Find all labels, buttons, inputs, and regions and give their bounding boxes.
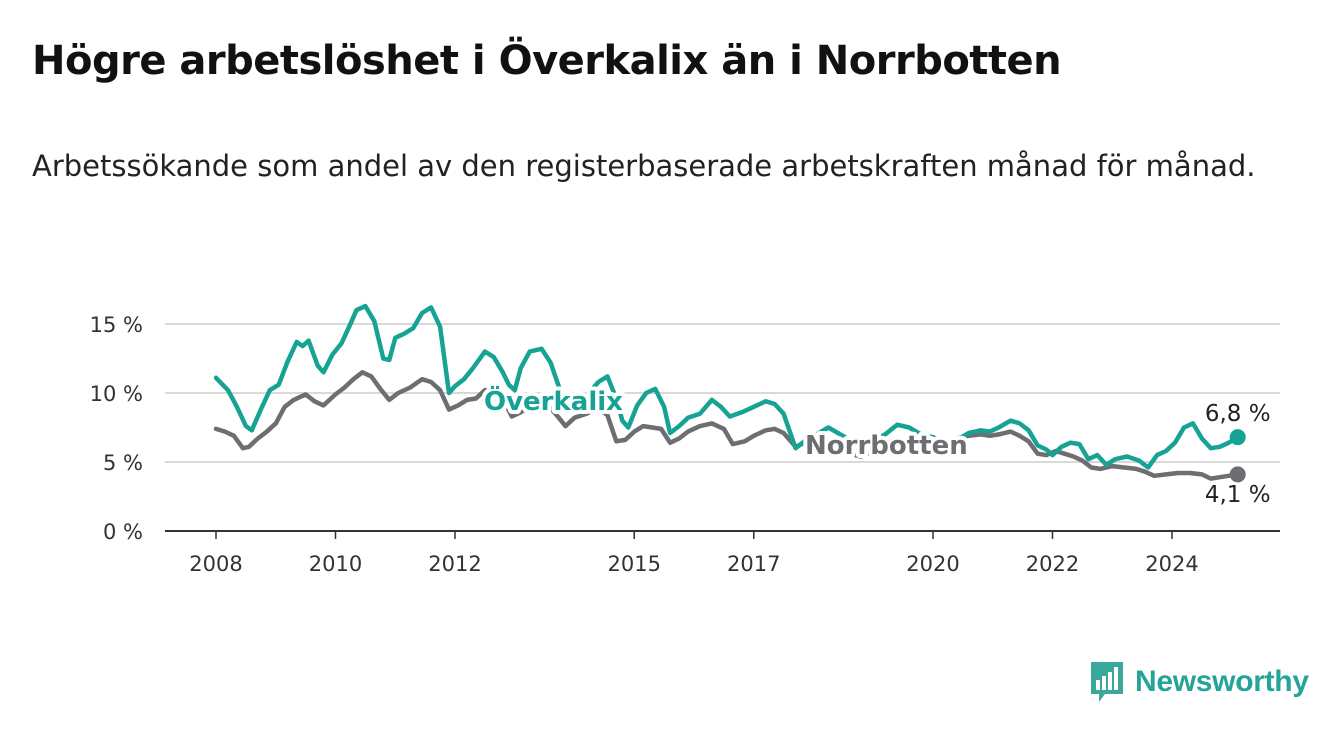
- newsworthy-logo: Newsworthy: [1089, 660, 1309, 704]
- bar-chart-icon: [1091, 662, 1123, 702]
- end-value-label-norrbotten: 4,1 %: [1205, 482, 1271, 508]
- chart-subtitle: Arbetssökande som andel av den registerb…: [32, 149, 1256, 183]
- series-label-norrbotten: Norrbotten: [805, 431, 968, 461]
- x-axis-ticks: 2008 2010 2012 2015 2017 2020 2022 2024: [165, 530, 1280, 576]
- series-label--verkalix: Överkalix: [484, 384, 623, 417]
- end-marker--verkalix: [1229, 429, 1246, 446]
- end-value-label--verkalix: 6,8 %: [1205, 401, 1271, 427]
- series-lines: [213, 303, 1246, 483]
- series-labels: Överkalix Norrbotten 6,8 % 4,1 %: [480, 380, 1274, 511]
- series-line--verkalix: [213, 303, 1240, 470]
- y-tick-label: 0 %: [103, 520, 143, 544]
- x-tick-label: 2010: [309, 552, 362, 576]
- y-tick-label: 5 %: [103, 451, 143, 475]
- x-tick-label: 2017: [727, 552, 780, 576]
- x-tick-label: 2012: [428, 552, 481, 576]
- y-axis-ticks: 0 % 5 % 10 % 15 %: [90, 313, 143, 544]
- x-tick-label: 2015: [608, 552, 661, 576]
- end-marker-norrbotten: [1229, 466, 1246, 483]
- x-tick-label: 2024: [1145, 552, 1198, 576]
- brand-name: Newsworthy: [1135, 665, 1309, 698]
- x-tick-label: 2022: [1026, 552, 1079, 576]
- gridlines: [165, 323, 1280, 463]
- y-tick-label: 15 %: [90, 313, 143, 337]
- x-tick-label: 2020: [906, 552, 959, 576]
- page-title: Högre arbetslöshet i Överkalix än i Norr…: [32, 38, 1062, 84]
- x-tick-label: 2008: [189, 552, 242, 576]
- series-line-norrbotten: [213, 370, 1240, 481]
- y-tick-label: 10 %: [90, 382, 143, 406]
